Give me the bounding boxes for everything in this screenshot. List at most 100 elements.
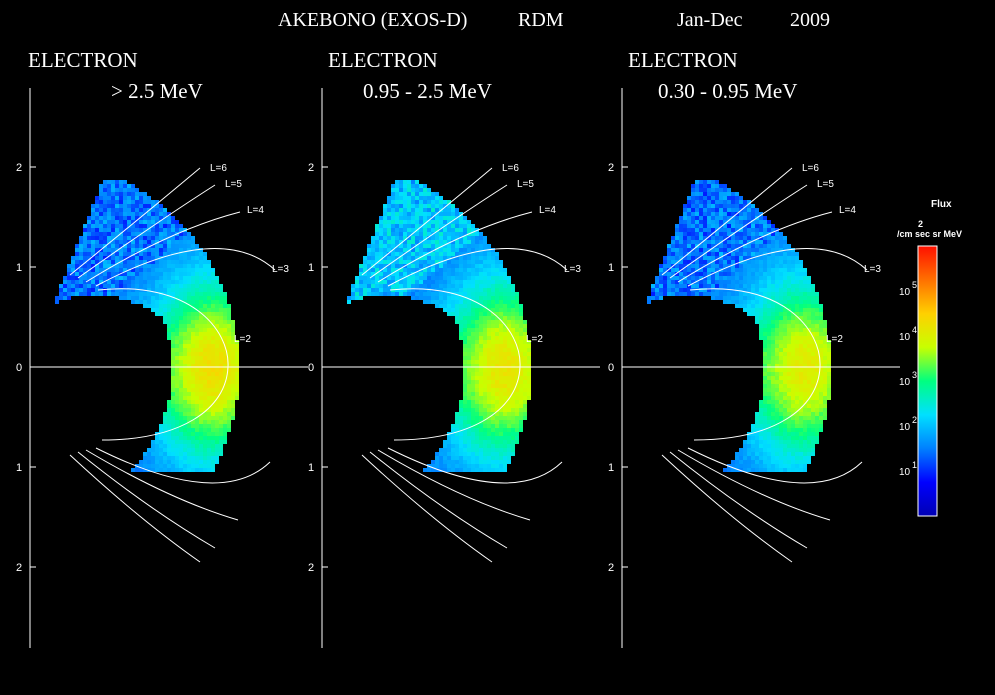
flux-cell: [495, 336, 499, 340]
flux-cell: [447, 308, 451, 312]
flux-cell: [219, 364, 223, 368]
flux-cell: [431, 284, 435, 288]
flux-cell: [411, 220, 415, 224]
flux-cell: [515, 328, 519, 332]
flux-cell: [227, 396, 231, 400]
flux-cell: [103, 216, 107, 220]
flux-cell: [771, 444, 775, 448]
flux-cell: [491, 368, 495, 372]
flux-cell: [671, 252, 675, 256]
flux-cell: [415, 216, 419, 220]
flux-cell: [411, 212, 415, 216]
flux-cell: [779, 428, 783, 432]
flux-cell: [807, 444, 811, 448]
flux-cell: [755, 452, 759, 456]
flux-cell: [723, 248, 727, 252]
flux-cell: [219, 340, 223, 344]
flux-cell: [471, 240, 475, 244]
flux-cell: [475, 388, 479, 392]
flux-cell: [507, 344, 511, 348]
flux-cell: [407, 236, 411, 240]
flux-cell: [727, 224, 731, 228]
flux-cell: [747, 284, 751, 288]
flux-cell: [179, 304, 183, 308]
flux-cell: [111, 180, 115, 184]
flux-cell: [499, 444, 503, 448]
flux-cell: [807, 412, 811, 416]
flux-cell: [163, 248, 167, 252]
flux-cell: [179, 388, 183, 392]
flux-cell: [147, 268, 151, 272]
flux-cell: [691, 224, 695, 228]
flux-cell: [771, 248, 775, 252]
flux-cell: [203, 288, 207, 292]
flux-cell: [723, 252, 727, 256]
flux-cell: [767, 400, 771, 404]
flux-cell: [815, 348, 819, 352]
flux-cell: [187, 468, 191, 472]
flux-cell: [771, 464, 775, 468]
flux-cell: [215, 348, 219, 352]
flux-cell: [779, 336, 783, 340]
flux-cell: [195, 300, 199, 304]
flux-cell: [183, 280, 187, 284]
flux-cell: [63, 296, 67, 300]
flux-cell: [183, 364, 187, 368]
flux-cell: [79, 292, 83, 296]
flux-cell: [207, 360, 211, 364]
flux-cell: [447, 460, 451, 464]
flux-cell: [687, 200, 691, 204]
flux-cell: [219, 304, 223, 308]
flux-cell: [107, 252, 111, 256]
flux-cell: [375, 268, 379, 272]
flux-cell: [107, 200, 111, 204]
flux-cell: [123, 256, 127, 260]
flux-cell: [787, 424, 791, 428]
flux-cell: [479, 260, 483, 264]
flux-cell: [799, 368, 803, 372]
flux-cell: [679, 252, 683, 256]
flux-cell: [367, 280, 371, 284]
flux-cell: [187, 380, 191, 384]
flux-cell: [479, 252, 483, 256]
flux-cell: [679, 256, 683, 260]
flux-cell: [199, 308, 203, 312]
flux-cell: [687, 240, 691, 244]
flux-cell: [195, 324, 199, 328]
flux-cell: [199, 424, 203, 428]
flux-cell: [59, 292, 63, 296]
flux-cell: [391, 256, 395, 260]
flux-cell: [215, 412, 219, 416]
flux-cell: [387, 220, 391, 224]
flux-cell: [159, 448, 163, 452]
flux-cell: [171, 224, 175, 228]
flux-cell: [707, 192, 711, 196]
flux-cell: [751, 216, 755, 220]
flux-cell: [367, 288, 371, 292]
flux-cell: [479, 468, 483, 472]
flux-cell: [803, 364, 807, 368]
flux-cell: [507, 420, 511, 424]
flux-cell: [471, 236, 475, 240]
flux-cell: [807, 380, 811, 384]
flux-cell: [811, 424, 815, 428]
flux-cell: [191, 284, 195, 288]
flux-cell: [159, 456, 163, 460]
flux-cell: [435, 224, 439, 228]
flux-cell: [107, 228, 111, 232]
flux-cell: [815, 296, 819, 300]
flux-cell: [171, 264, 175, 268]
flux-cell: [235, 356, 239, 360]
flux-cell: [151, 304, 155, 308]
flux-cell: [195, 340, 199, 344]
flux-cell: [91, 224, 95, 228]
flux-cell: [511, 404, 515, 408]
flux-cell: [815, 416, 819, 420]
flux-cell: [191, 360, 195, 364]
flux-cell: [215, 312, 219, 316]
flux-cell: [167, 252, 171, 256]
flux-cell: [787, 392, 791, 396]
flux-cell: [403, 204, 407, 208]
flux-cell: [719, 204, 723, 208]
flux-cell: [767, 360, 771, 364]
